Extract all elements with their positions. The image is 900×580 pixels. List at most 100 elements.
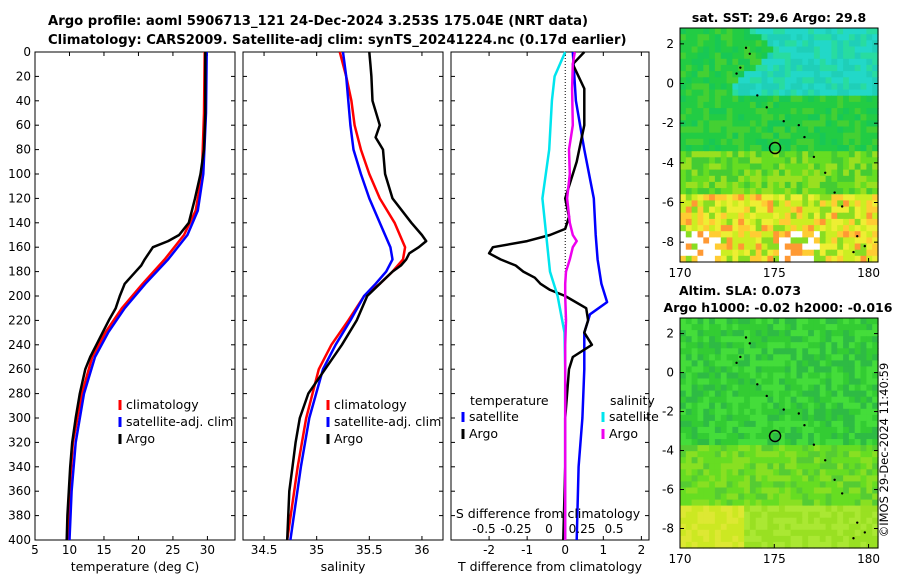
map-cell xyxy=(755,157,763,165)
map-cell xyxy=(709,175,716,183)
map-cell xyxy=(744,58,751,66)
map-cell xyxy=(837,348,844,355)
map-cell xyxy=(703,83,710,91)
map-cell xyxy=(738,360,745,368)
map-cell xyxy=(726,451,733,458)
island-marker xyxy=(840,205,844,208)
map-cell xyxy=(848,457,856,464)
map-cell xyxy=(843,336,850,343)
map-cell xyxy=(872,132,879,140)
map-cell xyxy=(767,475,774,483)
map-cell xyxy=(761,218,768,226)
map-cell xyxy=(691,28,698,35)
map-cell xyxy=(796,126,803,134)
map-cell xyxy=(697,77,704,85)
map-cell xyxy=(773,108,780,115)
map-cell xyxy=(726,212,733,220)
map-cell xyxy=(825,200,832,208)
map-cell xyxy=(796,523,803,531)
map-cell xyxy=(714,535,722,543)
map-cell xyxy=(808,481,815,489)
map-cell xyxy=(697,318,704,325)
map-cell xyxy=(837,206,844,214)
map-cell xyxy=(680,101,687,109)
map-cell xyxy=(755,206,763,214)
map-cell xyxy=(808,457,815,464)
map-cell xyxy=(825,58,832,66)
map-cell xyxy=(755,40,763,48)
map-cell xyxy=(738,249,745,257)
map-cell xyxy=(744,120,751,128)
map-cell xyxy=(685,163,693,171)
map-cell xyxy=(714,52,722,60)
map-cell xyxy=(749,243,757,251)
map-cell xyxy=(744,243,751,251)
map-cell xyxy=(802,330,809,337)
map-cell xyxy=(773,249,780,257)
map-cell xyxy=(738,463,745,470)
map-cell xyxy=(872,231,879,238)
map-cell xyxy=(790,28,797,35)
map-cell xyxy=(749,108,757,115)
map-cell xyxy=(738,517,745,525)
map-cell xyxy=(808,188,815,195)
map-cell xyxy=(779,541,786,549)
map-cell xyxy=(848,249,856,257)
map-cell xyxy=(848,188,856,195)
map-cell xyxy=(761,181,768,189)
map-cell xyxy=(779,511,786,519)
map-cell xyxy=(761,481,768,489)
map-cell xyxy=(732,58,739,66)
map-cell xyxy=(813,402,821,410)
map-cell xyxy=(808,95,815,103)
map-cell xyxy=(714,451,722,458)
map-cell xyxy=(802,40,809,48)
map-cell xyxy=(749,511,757,519)
map-cell xyxy=(697,342,704,349)
map-cell xyxy=(802,77,809,85)
map-cell xyxy=(796,28,803,35)
map-cell xyxy=(872,360,879,368)
map-cell xyxy=(796,71,803,78)
map-cell xyxy=(685,342,693,349)
map-cell xyxy=(709,237,716,245)
series-line-argo xyxy=(285,51,428,541)
map-cell xyxy=(843,426,850,434)
map-cell xyxy=(773,181,780,189)
map-cell xyxy=(720,414,728,422)
map-cell xyxy=(726,194,733,202)
map-cell xyxy=(819,354,827,361)
map-cell xyxy=(790,46,797,54)
map-cell xyxy=(773,324,780,331)
map-cell xyxy=(714,402,722,410)
map-cell xyxy=(872,255,879,263)
map-cell xyxy=(773,348,780,355)
x-tick-label: 175 xyxy=(763,552,786,566)
map-cell xyxy=(726,249,733,257)
map-cell xyxy=(866,529,873,537)
map-cell xyxy=(738,101,745,109)
map-cell xyxy=(860,255,867,263)
map-cell xyxy=(697,354,704,361)
map-cell xyxy=(872,157,879,165)
map-cell xyxy=(784,231,792,238)
map-cell xyxy=(709,64,716,72)
map-cell xyxy=(720,499,728,507)
map-cell xyxy=(796,200,803,208)
map-cell xyxy=(697,120,704,128)
map-cell xyxy=(714,426,722,434)
map-cell xyxy=(732,499,739,507)
map-cell xyxy=(691,481,698,489)
map-cell xyxy=(854,34,862,41)
map-cell xyxy=(709,378,716,386)
map-cell xyxy=(825,108,832,115)
map-cell xyxy=(790,114,797,121)
map-cell xyxy=(808,52,815,60)
map-cell xyxy=(860,77,867,85)
map-cell xyxy=(703,181,710,189)
map-cell xyxy=(767,95,774,103)
map-cell xyxy=(837,64,844,72)
map-cell xyxy=(755,95,763,103)
map-cell xyxy=(872,145,879,152)
map-cell xyxy=(860,529,867,537)
